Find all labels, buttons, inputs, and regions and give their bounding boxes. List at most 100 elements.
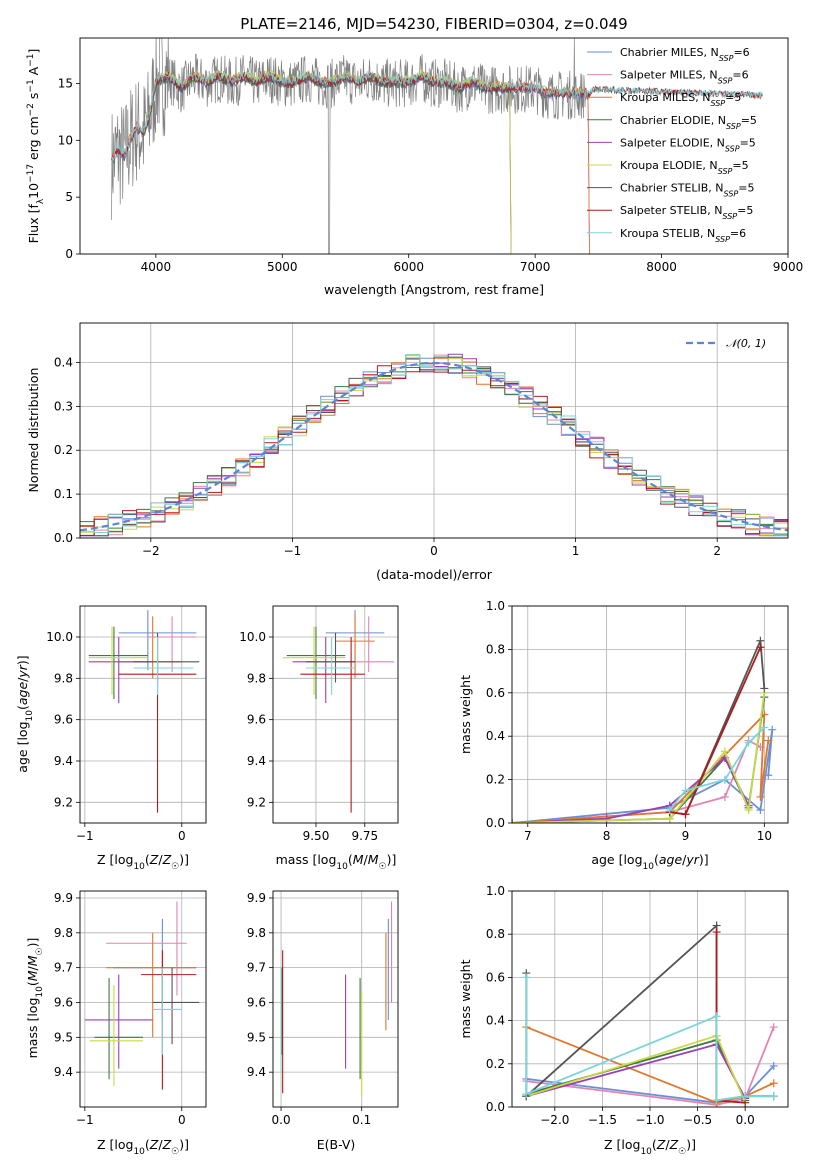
x-tick-label: −2.0	[540, 1113, 569, 1127]
legend-entry: Chabrier MILES, NSSP=6	[620, 46, 750, 63]
panel-mass-vs-extinction: 0.0 0.1 9.4 9.5 9.6 9.7 9.8 9.9 E(B-V)	[247, 890, 399, 1152]
x-tick-label: −0.5	[683, 1113, 712, 1127]
y-tick-label: 9.2	[247, 795, 266, 809]
weight-marker	[769, 1079, 778, 1088]
spectrum-lines	[111, 38, 763, 254]
x-axis-label: (data-model)/error	[376, 567, 493, 582]
model-spectrum-line	[111, 68, 763, 163]
y-tick-label: 0.4	[486, 729, 505, 743]
y-tick-label: 9.6	[54, 713, 73, 727]
x-tick-label: 9.75	[351, 829, 378, 843]
x-tick-label: 0.1	[352, 1113, 371, 1127]
weight-marker	[756, 792, 765, 801]
panel-mass-weight-vs-metallicity: −2.0 −1.5 −1.0 −0.5 0.0 0.0 0.2 0.4 0.6 0.8 1.0 mas…	[458, 884, 789, 1157]
y-tick-label: 0.0	[54, 531, 73, 545]
weight-line	[669, 640, 766, 816]
weight-marker	[760, 684, 769, 693]
y-tick-label: 0.1	[54, 487, 73, 501]
x-tick-label: −1.0	[635, 1113, 664, 1127]
y-tick-label: 9.9	[247, 891, 266, 905]
y-tick-label: 9.7	[54, 961, 73, 975]
x-tick-label: 0	[178, 1113, 186, 1127]
y-tick-label: 9.2	[54, 795, 73, 809]
x-tick-label: −1	[76, 1113, 94, 1127]
y-tick-label: 9.5	[54, 1030, 73, 1044]
y-tick-label: 1.0	[486, 884, 505, 898]
panel-age-vs-metallicity: −1 0 9.2 9.4 9.6 9.8 10.0 Z [log10(Z/Z☉)] age [l…	[15, 605, 207, 872]
y-tick-label: 9.4	[247, 754, 266, 768]
axes-frame	[511, 605, 789, 824]
y-axis-label: mass weight	[458, 959, 473, 1038]
weight-marker	[720, 747, 729, 756]
axes-frame	[511, 890, 789, 1108]
x-tick-label: 9.50	[303, 829, 330, 843]
weight-marker	[744, 805, 753, 814]
x-tick-label: 0.0	[736, 1113, 755, 1127]
y-tick-label: 15	[58, 76, 73, 90]
weight-marker	[712, 1096, 721, 1105]
axes-frame	[79, 605, 207, 824]
weight-line	[715, 932, 746, 1104]
y-tick-label: 9.4	[54, 1065, 73, 1079]
y-tick-label: 9.4	[247, 1065, 266, 1079]
legend-entry: Kroupa ELODIE, NSSP=5	[620, 159, 749, 176]
figure-title: PLATE=2146, MJD=54230, FIBERID=0304, z=0…	[240, 15, 627, 33]
panel-spectrum: 4000 5000 6000 7000 8000 9000 0 5 10 15 Chabrier M…	[26, 37, 803, 297]
y-axis-label: age [log10(age/yr)]	[15, 655, 35, 772]
axes-frame	[79, 322, 789, 539]
y-tick-label: 9.6	[247, 995, 266, 1009]
errorbar-group	[88, 610, 200, 813]
weight-marker	[769, 1061, 778, 1070]
x-tick-label: −2	[142, 544, 160, 558]
panel-mass-weight-vs-age: 7 8 9 10 0.0 0.2 0.4 0.6 0.8 1.0 mass weight age [l…	[458, 599, 789, 872]
weight-marker	[720, 792, 729, 801]
weight-marker	[681, 786, 690, 795]
y-tick-label: 0.8	[486, 642, 505, 656]
y-axis-label: mass [log10(M/M☉)]	[25, 938, 45, 1059]
legend-entry: Chabrier ELODIE, NSSP=5	[620, 114, 757, 131]
weight-marker	[741, 1092, 750, 1101]
legend-entry: Chabrier STELIB, NSSP=5	[620, 182, 754, 199]
x-axis-label: age [log10(age/yr)]	[591, 852, 708, 872]
y-tick-label: 0.8	[486, 927, 505, 941]
y-tick-label: 9.6	[54, 995, 73, 1009]
histogram-group	[80, 353, 788, 537]
weight-marker	[602, 814, 611, 823]
y-tick-label: 0.6	[486, 970, 505, 984]
axes-frame	[79, 890, 207, 1108]
y-tick-label: 9.8	[54, 926, 73, 940]
weight-lines	[522, 921, 778, 1107]
legend-entry: 𝒩(0, 1)	[726, 337, 766, 350]
x-axis-label: E(B-V)	[317, 1137, 356, 1152]
weight-marker	[681, 810, 690, 819]
axes-frame	[272, 890, 399, 1108]
x-tick-label: 0	[430, 544, 438, 558]
data-spectrum-line	[111, 38, 586, 254]
y-tick-label: 10.0	[239, 630, 266, 644]
axes-frame	[272, 605, 399, 824]
weight-marker	[769, 1023, 778, 1032]
weight-marker	[712, 928, 721, 937]
errorbar-group	[280, 901, 393, 1097]
axes-frame	[79, 37, 789, 255]
x-tick-label: 2	[713, 544, 721, 558]
weight-marker	[756, 643, 765, 652]
y-tick-label: 5	[65, 190, 73, 204]
weight-line	[512, 712, 770, 823]
histogram-steps	[80, 354, 788, 536]
panel-mass-vs-metallicity: −1 0 9.4 9.5 9.6 9.7 9.8 9.9 Z [log10(Z/Z☉)] mass…	[25, 890, 207, 1157]
y-tick-label: 10	[58, 133, 73, 147]
x-tick-label: −1	[76, 829, 94, 843]
weight-marker	[764, 771, 773, 780]
x-axis-label: Z [log10(Z/Z☉)]	[97, 1137, 189, 1157]
y-tick-label: 9.6	[247, 713, 266, 727]
weight-line	[525, 1026, 775, 1104]
weight-marker	[522, 973, 531, 982]
x-tick-label: 4000	[141, 260, 172, 274]
x-tick-label: 8000	[646, 260, 677, 274]
y-tick-label: 0.2	[54, 443, 73, 457]
y-tick-label: 0.0	[486, 816, 505, 830]
y-tick-label: 9.5	[247, 1030, 266, 1044]
weight-marker	[744, 738, 753, 747]
